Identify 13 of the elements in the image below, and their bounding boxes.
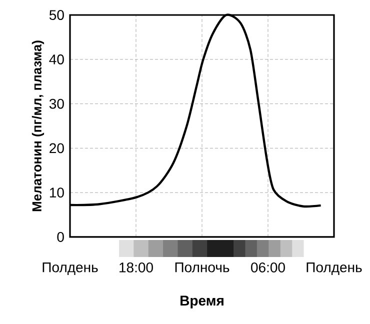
x-tick-label: 18:00 bbox=[120, 262, 153, 272]
x-tick-label: Полдень bbox=[306, 262, 362, 275]
y-tick-label: 50 bbox=[49, 10, 64, 20]
y-tick-label: 30 bbox=[49, 98, 64, 109]
y-tick-label: 20 bbox=[50, 143, 64, 154]
x-tick-label: Полночь bbox=[175, 262, 230, 272]
y-axis-title: Мелатонин (пг/мл, плазма) bbox=[32, 40, 44, 212]
x-axis-title: Время bbox=[180, 296, 224, 308]
y-tick-label: 0 bbox=[57, 232, 64, 242]
y-tick-label: 10 bbox=[50, 188, 64, 198]
x-tick-label: Полдень bbox=[42, 262, 98, 275]
x-tick-label: 06:00 bbox=[251, 262, 285, 272]
y-tick-label: 40 bbox=[49, 54, 64, 64]
